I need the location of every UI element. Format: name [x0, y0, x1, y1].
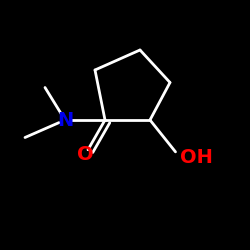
Text: N: N [57, 110, 73, 130]
Text: O: O [77, 146, 93, 165]
Text: OH: OH [180, 148, 213, 167]
